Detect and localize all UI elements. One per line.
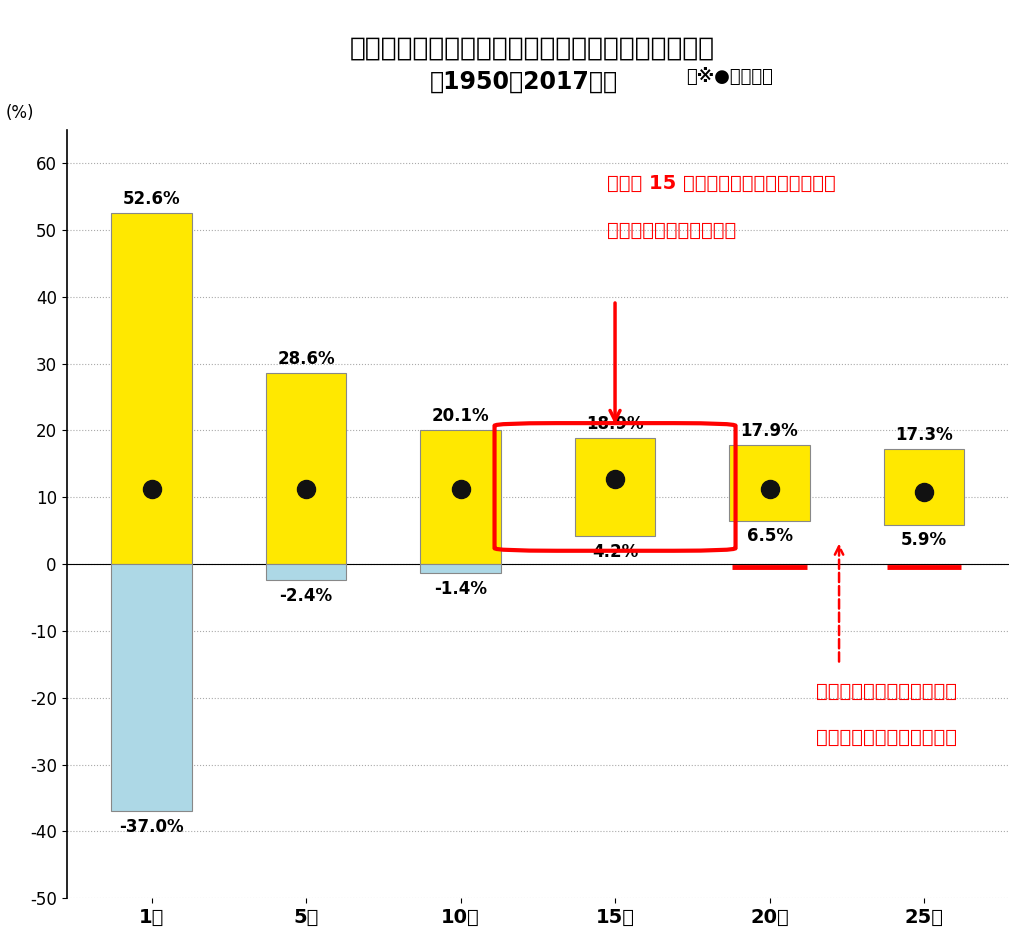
Bar	[884, 448, 965, 525]
Bar	[574, 438, 655, 536]
Bar	[266, 373, 346, 564]
Text: （1950〜2017年）: （1950〜2017年）	[430, 70, 618, 93]
Bar	[112, 213, 191, 564]
Text: 20.1%: 20.1%	[432, 407, 489, 425]
Text: -37.0%: -37.0%	[119, 818, 184, 836]
Text: 6.5%: 6.5%	[746, 528, 793, 545]
Text: リターンはプラスとなる: リターンはプラスとなる	[607, 220, 736, 239]
Text: 4.2%: 4.2%	[592, 543, 638, 560]
Text: 17.3%: 17.3%	[895, 426, 953, 444]
Text: -1.4%: -1.4%	[434, 580, 487, 598]
Text: ※●は平均値: ※●は平均値	[686, 68, 773, 86]
Text: -2.4%: -2.4%	[280, 587, 333, 605]
Text: 17.9%: 17.9%	[740, 422, 799, 440]
Text: 28.6%: 28.6%	[278, 350, 335, 368]
Text: どこの 15 年間で投資を行ったとしても: どこの 15 年間で投資を行ったとしても	[607, 173, 836, 193]
Bar	[266, 564, 346, 580]
Text: 52.6%: 52.6%	[123, 190, 180, 208]
Text: (%): (%)	[5, 104, 34, 122]
Text: 最低値が切り上がっている: 最低値が切り上がっている	[816, 728, 956, 747]
Bar	[112, 564, 191, 811]
Bar	[421, 564, 501, 574]
Text: 18.9%: 18.9%	[586, 415, 644, 433]
Bar	[729, 445, 810, 521]
Text: 期間を伸ばすとリターンの: 期間を伸ばすとリターンの	[816, 682, 956, 701]
Text: 株式投資の運用期間と年平均リターンの検証データ: 株式投資の運用期間と年平均リターンの検証データ	[350, 36, 715, 62]
Bar	[421, 430, 501, 564]
Text: 5.9%: 5.9%	[901, 531, 947, 549]
